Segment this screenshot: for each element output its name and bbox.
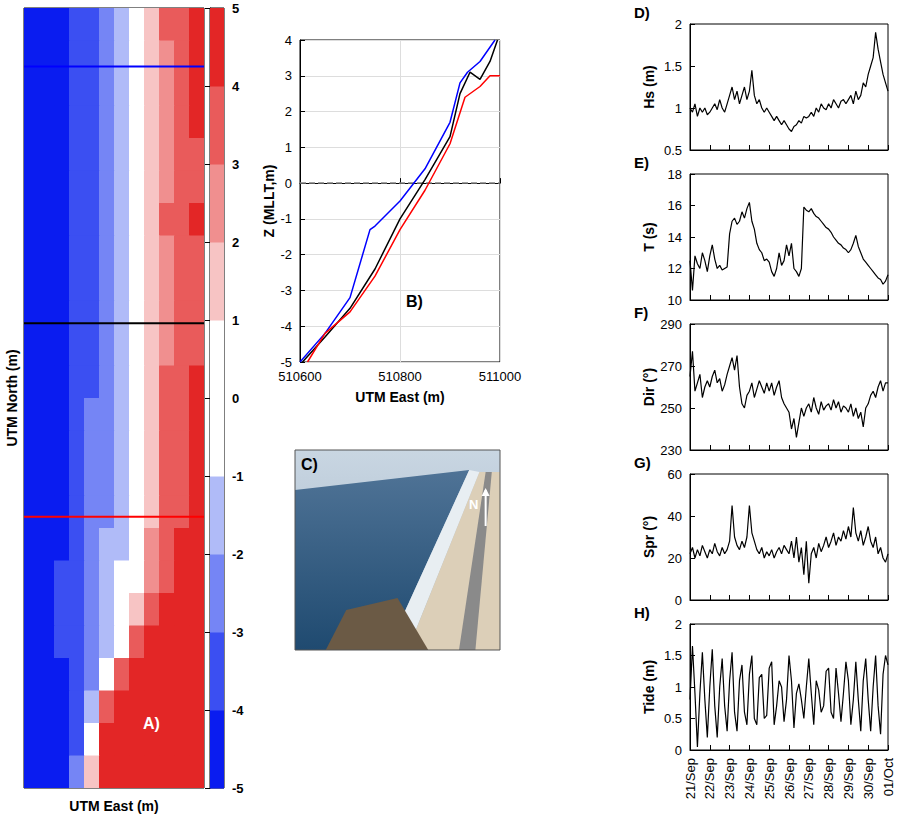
svg-text:T (s): T (s) xyxy=(641,222,657,252)
svg-text:12: 12 xyxy=(668,261,682,276)
svg-text:23/Sep: 23/Sep xyxy=(722,758,737,799)
svg-text:2: 2 xyxy=(285,104,292,119)
svg-text:H): H) xyxy=(634,604,650,621)
svg-text:1: 1 xyxy=(285,140,292,155)
svg-text:290: 290 xyxy=(660,317,682,332)
svg-text:UTM East (m): UTM East (m) xyxy=(355,389,444,405)
svg-text:01/Oct: 01/Oct xyxy=(881,758,896,797)
svg-text:B): B) xyxy=(406,293,423,310)
svg-text:510800: 510800 xyxy=(378,369,421,384)
svg-text:-2: -2 xyxy=(232,547,244,562)
svg-text:UTM East (m): UTM East (m) xyxy=(69,798,158,814)
svg-text:1.5: 1.5 xyxy=(664,648,682,663)
svg-text:40: 40 xyxy=(668,509,682,524)
svg-text:G): G) xyxy=(634,454,651,471)
svg-text:-3: -3 xyxy=(280,283,292,298)
svg-text:0.5: 0.5 xyxy=(664,711,682,726)
svg-text:-4: -4 xyxy=(232,703,244,718)
svg-text:0: 0 xyxy=(232,391,239,406)
svg-text:A): A) xyxy=(143,715,160,732)
svg-text:-1: -1 xyxy=(232,469,244,484)
svg-text:30/Sep: 30/Sep xyxy=(861,758,876,799)
svg-text:510600: 510600 xyxy=(278,369,321,384)
svg-text:28/Sep: 28/Sep xyxy=(821,758,836,799)
svg-text:10: 10 xyxy=(668,293,682,308)
svg-text:21/Sep: 21/Sep xyxy=(683,758,698,799)
svg-text:1.5: 1.5 xyxy=(664,59,682,74)
svg-text:16: 16 xyxy=(668,198,682,213)
svg-text:C): C) xyxy=(301,456,318,473)
svg-text:4: 4 xyxy=(285,33,292,48)
svg-text:5: 5 xyxy=(232,1,239,16)
svg-text:2: 2 xyxy=(675,17,682,32)
svg-text:230: 230 xyxy=(660,443,682,458)
svg-text:-5: -5 xyxy=(280,355,292,370)
svg-text:22/Sep: 22/Sep xyxy=(702,758,717,799)
svg-text:D): D) xyxy=(634,4,650,21)
svg-text:24/Sep: 24/Sep xyxy=(742,758,757,799)
svg-text:Dir (°): Dir (°) xyxy=(641,368,657,406)
svg-text:UTM North (m): UTM North (m) xyxy=(4,349,20,446)
svg-text:0: 0 xyxy=(675,593,682,608)
svg-text:20: 20 xyxy=(668,551,682,566)
svg-text:26/Sep: 26/Sep xyxy=(782,758,797,799)
svg-text:-5: -5 xyxy=(232,781,244,796)
svg-text:18: 18 xyxy=(668,167,682,182)
svg-text:Spr (°): Spr (°) xyxy=(641,516,657,558)
svg-text:3: 3 xyxy=(232,157,239,172)
svg-text:0.5: 0.5 xyxy=(664,143,682,158)
svg-text:2: 2 xyxy=(675,617,682,632)
svg-text:Z (MLLT,m): Z (MLLT,m) xyxy=(261,165,277,238)
svg-text:-3: -3 xyxy=(232,625,244,640)
svg-text:N: N xyxy=(469,497,478,512)
svg-text:3: 3 xyxy=(285,68,292,83)
svg-text:E): E) xyxy=(634,154,649,171)
svg-text:1: 1 xyxy=(675,101,682,116)
svg-text:2: 2 xyxy=(232,235,239,250)
svg-text:-2: -2 xyxy=(280,247,292,262)
svg-text:1: 1 xyxy=(232,313,239,328)
svg-text:270: 270 xyxy=(660,359,682,374)
svg-text:29/Sep: 29/Sep xyxy=(841,758,856,799)
svg-text:F): F) xyxy=(634,304,648,321)
svg-text:4: 4 xyxy=(232,79,240,94)
svg-text:25/Sep: 25/Sep xyxy=(762,758,777,799)
svg-text:Hs (m): Hs (m) xyxy=(641,65,657,109)
svg-text:60: 60 xyxy=(668,467,682,482)
svg-text:-4: -4 xyxy=(280,319,292,334)
svg-text:0: 0 xyxy=(675,743,682,758)
svg-text:14: 14 xyxy=(668,230,682,245)
svg-text:27/Sep: 27/Sep xyxy=(801,758,816,799)
svg-text:250: 250 xyxy=(660,401,682,416)
svg-text:511000: 511000 xyxy=(479,369,521,384)
svg-text:1: 1 xyxy=(675,680,682,695)
svg-text:-1: -1 xyxy=(280,211,292,226)
svg-text:Tide (m): Tide (m) xyxy=(641,660,657,714)
svg-text:0: 0 xyxy=(285,176,292,191)
